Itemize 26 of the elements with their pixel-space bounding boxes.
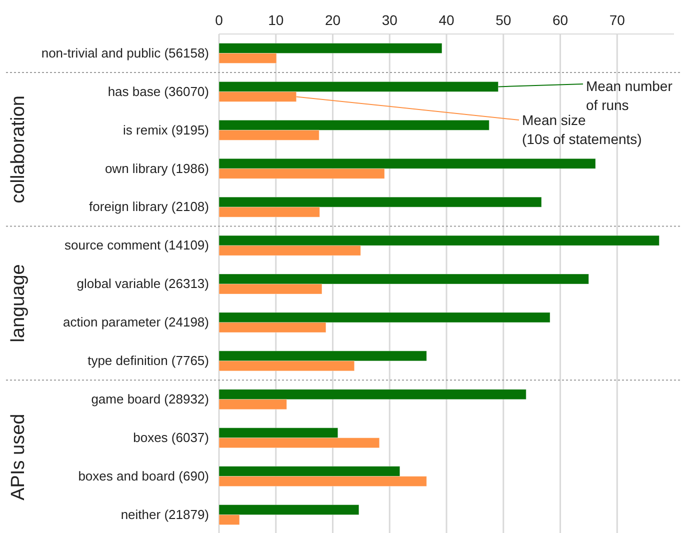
x-tick-label: 60	[552, 12, 568, 28]
x-tick-label: 10	[268, 12, 284, 28]
text: language	[8, 264, 29, 342]
x-tick-label: 30	[382, 12, 398, 28]
y-tick-label: neither (21879)	[120, 506, 209, 522]
y-tick-label: boxes and board (690)	[78, 468, 209, 484]
text: Mean size (10s of statements)	[522, 112, 642, 147]
y-tick-label: global variable (26313)	[76, 276, 209, 292]
y-tick-label: foreign library (2108)	[89, 199, 209, 214]
y-tick-label: non-trivial and public (56158)	[41, 45, 209, 60]
x-tick-label: 50	[496, 12, 512, 28]
y-tick-label: has base (36070)	[108, 84, 209, 99]
text: collaboration	[8, 96, 29, 204]
y-tick-label: game board (28932)	[91, 392, 209, 407]
text: APIs used	[8, 414, 29, 500]
x-tick-label: 40	[438, 12, 454, 28]
y-tick-label: action parameter (24198)	[63, 314, 209, 330]
x-tick-label: 20	[324, 12, 341, 28]
text: Mean number of runs	[586, 78, 673, 113]
x-tick-label: 70	[609, 12, 626, 28]
y-tick-label: own library (1986)	[104, 160, 209, 176]
y-tick-label: boxes (6037)	[133, 430, 209, 446]
y-tick-label: source comment (14109)	[64, 238, 209, 253]
y-tick-label: type definition (7765)	[88, 353, 209, 368]
x-tick-label: 0	[215, 12, 224, 28]
y-tick-label: is remix (9195)	[123, 122, 209, 138]
